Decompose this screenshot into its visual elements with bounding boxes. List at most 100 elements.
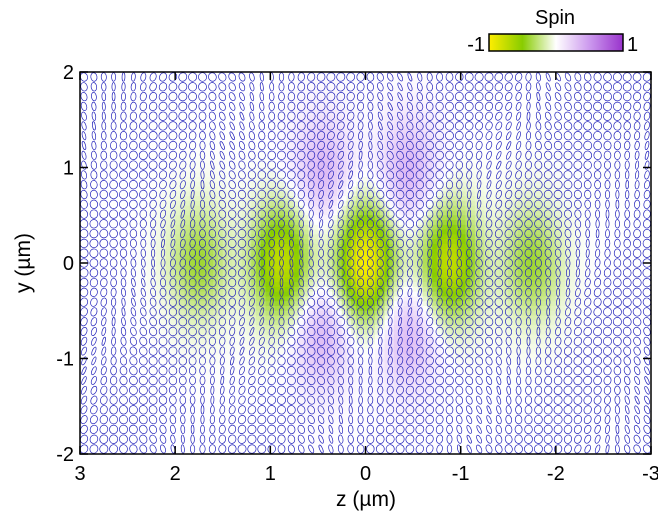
heatmap-cell [346, 310, 352, 317]
heatmap-cell [355, 329, 362, 336]
heatmap-cell [284, 239, 290, 245]
heatmap-cell [332, 391, 338, 398]
heatmap-cell [208, 329, 214, 336]
heatmap-cell [103, 129, 110, 135]
heatmap-cell [251, 177, 257, 183]
heatmap-cell [137, 372, 143, 379]
heatmap-cell [346, 401, 352, 407]
heatmap-cell [84, 353, 91, 360]
heatmap-cell [322, 267, 329, 274]
heatmap-cell [118, 310, 124, 317]
heatmap-cell [165, 277, 172, 283]
heatmap-cell [99, 243, 105, 250]
heatmap-cell [208, 305, 214, 312]
heatmap-cell [256, 344, 262, 350]
heatmap-cell [194, 320, 200, 326]
heatmap-cell [237, 258, 243, 264]
heatmap-cell [127, 81, 133, 87]
heatmap-cell [151, 153, 157, 159]
heatmap-cell [132, 434, 138, 441]
heatmap-cell [313, 320, 319, 326]
heatmap-cell [217, 119, 224, 126]
heatmap-cell [103, 95, 110, 102]
heatmap-cell [122, 315, 129, 321]
heatmap-cell [89, 325, 95, 331]
heatmap-cell [346, 282, 352, 288]
colorbar-min-label: -1 [467, 34, 485, 56]
heatmap-cell [137, 430, 143, 436]
heatmap-cell [156, 263, 162, 269]
heatmap-cell [146, 444, 152, 450]
heatmap-cell [151, 310, 157, 317]
heatmap-cell [189, 143, 195, 150]
heatmap-cell [118, 76, 124, 83]
heatmap-cell [160, 310, 167, 317]
heatmap-cell [246, 105, 252, 111]
heatmap-cell [246, 344, 252, 350]
heatmap-cell [313, 339, 319, 345]
heatmap-cell [156, 315, 162, 321]
heatmap-cell [327, 305, 333, 312]
heatmap-cell [165, 243, 172, 250]
heatmap-cell [189, 377, 195, 383]
heatmap-cell [132, 305, 138, 312]
heatmap-cell [284, 430, 290, 436]
heatmap-cell [146, 239, 152, 245]
heatmap-cell [160, 272, 167, 278]
heatmap-cell [237, 205, 243, 212]
heatmap-cell [313, 334, 319, 341]
heatmap-cell [194, 411, 200, 417]
heatmap-cell [141, 291, 148, 298]
heatmap-cell [217, 72, 224, 78]
heatmap-cell [289, 325, 295, 331]
heatmap-cell [132, 282, 138, 288]
heatmap-cell [99, 368, 105, 374]
heatmap-cell [275, 224, 281, 231]
heatmap-cell [284, 177, 290, 183]
heatmap-cell [308, 253, 314, 259]
heatmap-cell [308, 449, 314, 454]
heatmap-cell [198, 81, 205, 87]
heatmap-cell [89, 167, 95, 173]
heatmap-cell [298, 411, 305, 417]
heatmap-cell [327, 387, 333, 393]
heatmap-cell [227, 272, 233, 278]
heatmap-cell [237, 291, 243, 298]
heatmap-cell [275, 315, 281, 321]
heatmap-cell [151, 186, 157, 192]
heatmap-cell [122, 162, 129, 169]
heatmap-cell [184, 420, 191, 426]
heatmap-cell [99, 105, 105, 111]
heatmap-cell [346, 391, 352, 398]
heatmap-cell [132, 200, 138, 207]
heatmap-cell [132, 353, 138, 360]
heatmap-cell [360, 344, 367, 350]
heatmap-cell [113, 157, 119, 164]
heatmap-cell [246, 415, 252, 422]
heatmap-cell [270, 439, 276, 446]
heatmap-cell [289, 220, 295, 226]
heatmap-cell [341, 239, 348, 245]
heatmap-cell [94, 167, 100, 173]
heatmap-cell [141, 162, 148, 169]
heatmap-cell [365, 363, 371, 369]
heatmap-cell [146, 138, 152, 145]
heatmap-cell [137, 282, 143, 288]
heatmap-cell [222, 344, 229, 350]
heatmap-cell [108, 334, 114, 341]
heatmap-cell [194, 248, 200, 255]
heatmap-cell [94, 148, 100, 154]
heatmap-cell [203, 220, 210, 226]
heatmap-cell [108, 253, 114, 259]
heatmap-cell [170, 114, 176, 121]
heatmap-cell [355, 243, 362, 250]
heatmap-cell [275, 444, 281, 450]
heatmap-cell [308, 76, 314, 83]
heatmap-cell [360, 143, 367, 150]
heatmap-cell [222, 420, 229, 426]
heatmap-cell [289, 305, 295, 312]
heatmap-cell [313, 177, 319, 183]
heatmap-cell [160, 162, 167, 169]
heatmap-cell [118, 129, 124, 135]
heatmap-cell [84, 181, 91, 188]
